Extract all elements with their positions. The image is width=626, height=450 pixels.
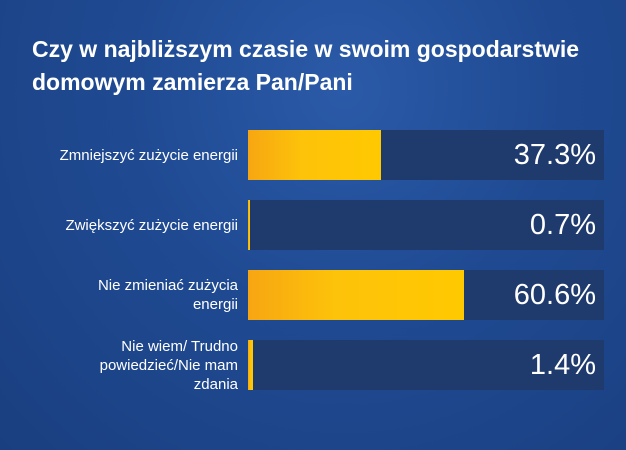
category-label: Zwiększyć zużycie energii — [65, 216, 238, 234]
category-label: Nie wiem/ Trudno powiedzieć/Nie mam zdania — [99, 337, 238, 393]
category-label: Nie zmieniać zużycia energii — [97, 277, 238, 313]
bar — [248, 200, 251, 250]
bar — [248, 270, 464, 320]
bar — [248, 130, 381, 180]
bar-track: 60.6% — [248, 270, 604, 320]
chart-title: Czy w najbliższym czasie w swoim gospoda… — [32, 36, 580, 95]
value-label: 0.7% — [529, 209, 596, 241]
bar-track: 0.7% — [248, 200, 604, 250]
category-label: Zmniejszyć zużycie energii — [59, 146, 238, 164]
bar-track: 37.3% — [248, 130, 604, 180]
value-label: 60.6% — [513, 279, 596, 311]
value-label: 37.3% — [513, 139, 596, 171]
bar — [248, 340, 253, 390]
bar-track: 1.4% — [248, 340, 604, 390]
value-label: 1.4% — [529, 349, 596, 381]
